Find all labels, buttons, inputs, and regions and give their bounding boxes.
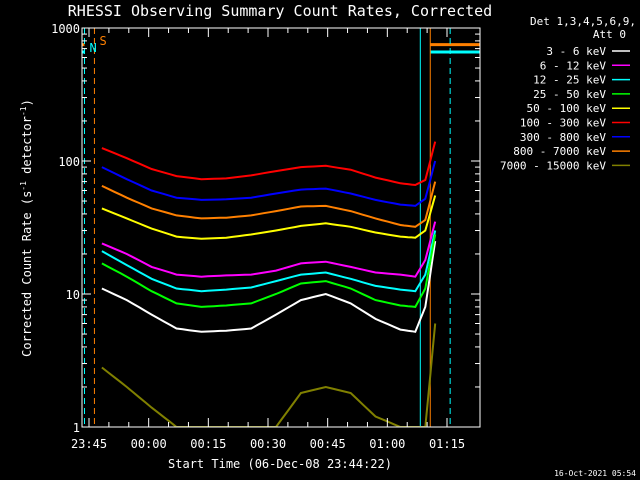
generation-timestamp: 16-Oct-2021 05:54 <box>554 469 636 478</box>
x-axis-label: Start Time (06-Dec-08 23:44:22) <box>168 457 392 471</box>
y-axis-label: Corrected Count Rate (s-1 detector-1) <box>19 99 34 357</box>
series-line-300-800-kev <box>101 160 437 207</box>
x-tick-label: 01:00 <box>369 437 405 451</box>
legend-label-7000-15000-kev: 7000 - 15000 keV <box>500 159 606 172</box>
legend-label-3-6-kev: 3 - 6 keV <box>546 45 606 58</box>
legend-header-detectors: Det 1,3,4,5,6,9, <box>530 15 636 28</box>
x-tick-label: 00:30 <box>250 437 286 451</box>
series-line-12-25-kev <box>101 230 437 293</box>
series-line-3-6-kev <box>101 240 437 333</box>
x-tick-label: 01:15 <box>429 437 465 451</box>
legend-label-6-12-kev: 6 - 12 keV <box>540 59 607 72</box>
y-tick-label: 1 <box>73 421 80 435</box>
legend-label-12-25-kev: 12 - 25 keV <box>533 74 606 87</box>
legend-label-800-7000-kev: 800 - 7000 keV <box>513 145 606 158</box>
marker-label-s: S <box>99 34 106 48</box>
series-line-6-12-kev <box>101 221 437 278</box>
legend-label-300-800-kev: 300 - 800 keV <box>520 131 606 144</box>
legend-label-50-100-kev: 50 - 100 keV <box>527 102 607 115</box>
y-tick-label: 100 <box>58 155 80 169</box>
y-tick-label: 10 <box>66 288 80 302</box>
x-tick-label: 00:15 <box>190 437 226 451</box>
marker-label-n: N <box>89 41 96 55</box>
legend-label-100-300-kev: 100 - 300 keV <box>520 117 606 130</box>
series-line-100-300-kev <box>101 141 437 187</box>
legend-header-attenuator: Att 0 <box>593 28 626 41</box>
x-tick-label: 00:45 <box>310 437 346 451</box>
chart-title: RHESSI Observing Summary Count Rates, Co… <box>68 2 492 20</box>
series-line-25-50-kev <box>101 234 437 308</box>
y-tick-label: 1000 <box>51 22 80 36</box>
series-line-7000-15000-kev <box>101 323 437 427</box>
plot-frame <box>81 27 481 428</box>
x-tick-label: 00:00 <box>131 437 167 451</box>
legend-label-25-50-kev: 25 - 50 keV <box>533 88 606 101</box>
x-tick-label: 23:45 <box>71 437 107 451</box>
series-line-50-100-kev <box>101 195 437 240</box>
series-line-800-7000-kev <box>101 181 437 228</box>
